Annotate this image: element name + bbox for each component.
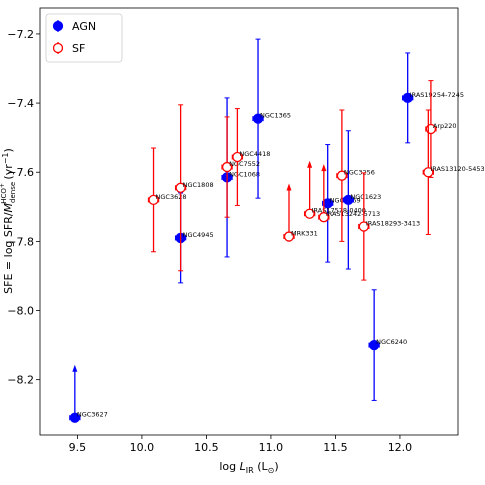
point: [318, 212, 329, 223]
point: [283, 231, 295, 242]
y-tick-label: −8.2: [7, 374, 34, 387]
x-label-part: ): [274, 460, 278, 473]
x-tick-label: 10.0: [130, 441, 155, 454]
y-label-part: SFE = log SFR/: [2, 212, 15, 294]
point: [343, 194, 354, 206]
point: [368, 339, 380, 351]
x-tick-label: 10.5: [194, 441, 219, 454]
y-tick-label: −7.2: [7, 28, 34, 41]
point-label: Arp220: [433, 122, 457, 130]
point-label: IRAS18293-3413: [366, 220, 420, 228]
point-label: NGC3627: [77, 411, 108, 419]
point-label: IRAS17578-0400: [312, 207, 366, 215]
x-label-part: L: [240, 460, 246, 473]
point-label: IRAS13242-5713: [326, 210, 380, 218]
point-label: NGC3628: [156, 193, 187, 201]
lower-limit-head: [72, 364, 78, 372]
y-label-part: M: [2, 202, 15, 212]
x-label-part: ⊙: [268, 466, 275, 475]
point-label: MRK331: [291, 230, 318, 238]
y-tick-label: −7.6: [7, 166, 34, 179]
point: [336, 170, 348, 181]
lower-limit-head: [286, 183, 292, 191]
point-label: NGC1623: [350, 193, 381, 201]
legend-box: [45, 13, 123, 63]
lower-limit-head: [307, 160, 313, 168]
y-axis-label: SFE = log SFR/MdenseHCO+ (yr−1): [0, 148, 17, 294]
point-label: NGC1808: [183, 181, 214, 189]
x-label-part: IR: [246, 466, 254, 475]
point: [221, 161, 233, 173]
point-label: IRAS19254-7245: [410, 91, 464, 99]
y-label-part: dense: [9, 182, 17, 203]
x-tick-label: 9.5: [69, 441, 87, 454]
point: [148, 194, 159, 206]
plot-frame: [39, 7, 459, 436]
point-label: NGC6240: [376, 338, 407, 346]
y-label-part: HCO: [0, 188, 8, 204]
point: [232, 151, 243, 163]
y-label-part: ): [2, 148, 15, 152]
point: [304, 208, 315, 219]
point-label: NGC4945: [183, 231, 214, 239]
point: [175, 182, 186, 193]
x-tick-label: 11.5: [323, 441, 348, 454]
y-label-part: −1: [1, 152, 10, 164]
point-label: NGC3256: [344, 169, 375, 177]
point: [69, 412, 80, 423]
legend-label: SF: [72, 42, 85, 55]
point-label: NGC4418: [239, 150, 270, 158]
x-tick-label: 11.0: [259, 441, 284, 454]
x-axis-label: log LIR (L⊙): [219, 460, 278, 475]
legend-marker: [52, 42, 64, 54]
point: [358, 221, 369, 232]
y-label-part: (yr: [2, 164, 15, 183]
x-tick-label: 12.0: [388, 441, 413, 454]
x-label-part: log: [219, 460, 239, 473]
point-label: IRAS13120-5453: [430, 165, 484, 173]
x-label-part: (L: [254, 460, 269, 473]
point-label: NGC7552: [229, 160, 260, 168]
lower-limit-head: [321, 164, 327, 172]
point-label: NGC1068: [229, 170, 260, 178]
y-tick-label: −7.8: [7, 235, 34, 248]
legend-label: AGN: [72, 20, 96, 33]
point: [402, 92, 413, 104]
y-tick-label: −7.4: [7, 97, 34, 110]
point: [252, 113, 264, 124]
point: [423, 167, 434, 178]
legend-marker: [52, 20, 64, 32]
y-tick-label: −8.0: [7, 305, 34, 318]
point-label: NGC1365: [260, 112, 291, 120]
y-label-part: +: [0, 183, 6, 188]
